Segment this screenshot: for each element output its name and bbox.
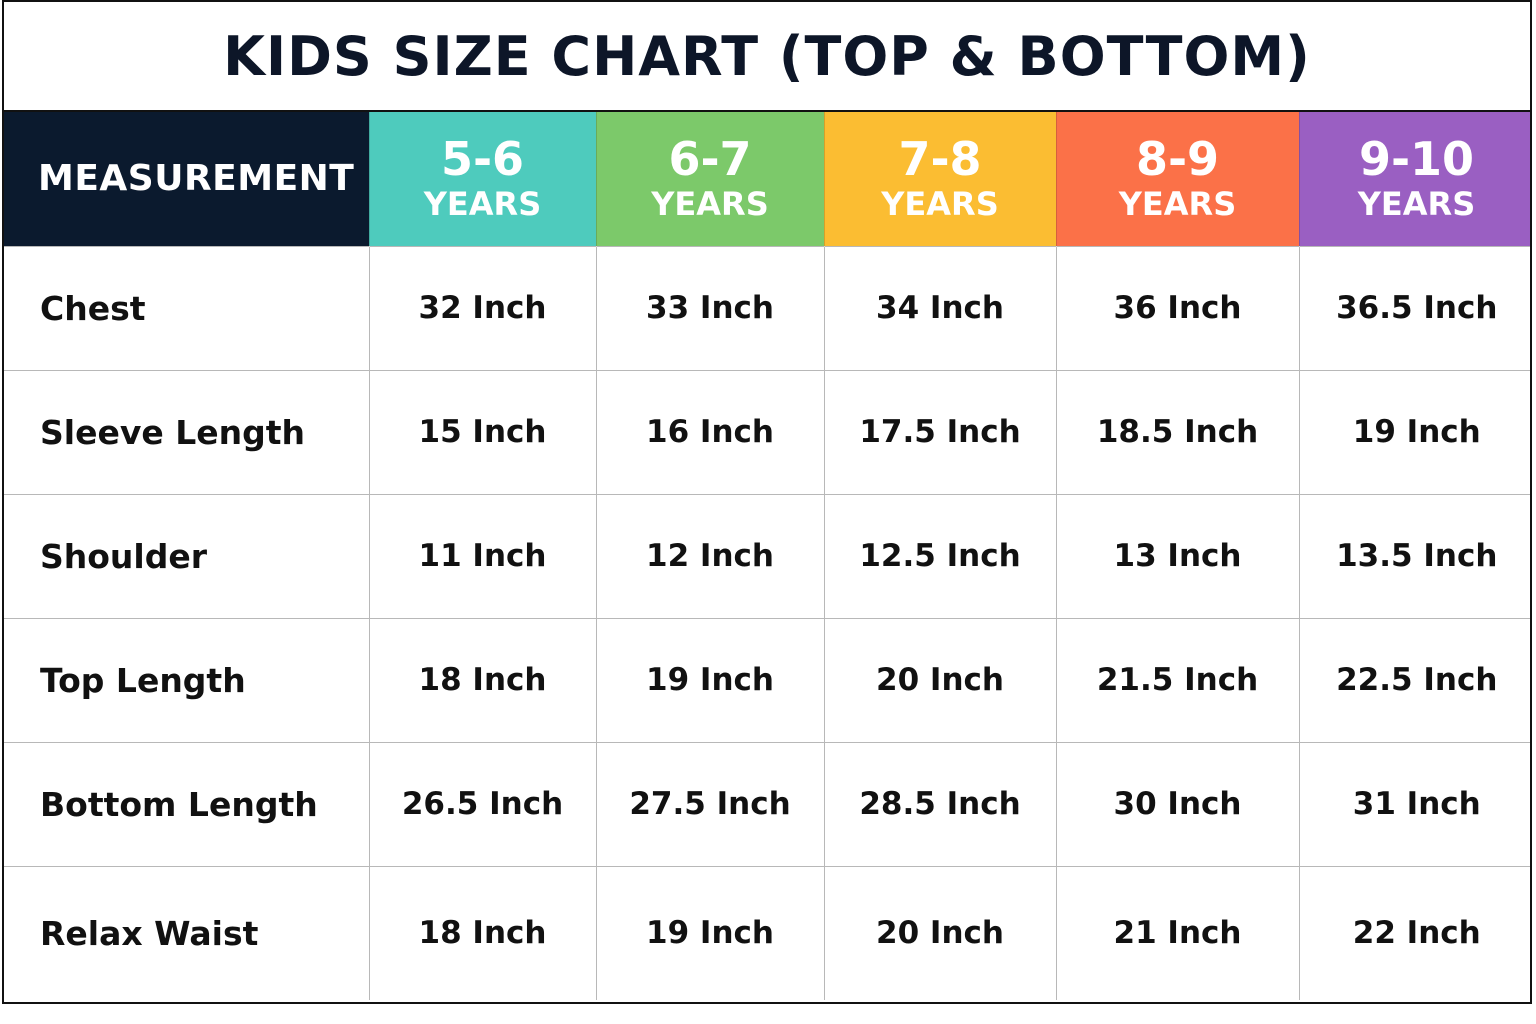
row-label: Relax Waist (4, 865, 370, 1000)
row-label: Sleeve Length (4, 369, 370, 495)
size-unit: YEARS (651, 184, 769, 223)
table-cell: 12 Inch (595, 493, 825, 619)
table-cell: 22 Inch (1298, 865, 1530, 1000)
size-range: 9-10 (1358, 131, 1475, 186)
table-cell: 20 Inch (823, 617, 1057, 743)
size-unit: YEARS (881, 184, 999, 223)
table-cell: 28.5 Inch (823, 741, 1057, 867)
table-cell: 30 Inch (1055, 741, 1300, 867)
size-table: MEASUREMENT 5-6 YEARS 6-7 YEARS 7-8 YEAR… (4, 112, 1530, 1000)
table-cell: 18 Inch (368, 617, 597, 743)
table-row-top-length: Top Length 18 Inch 19 Inch 20 Inch 21.5 … (4, 617, 1530, 743)
table-cell: 19 Inch (595, 865, 825, 1000)
table-cell: 36 Inch (1055, 245, 1300, 371)
header-size-5-6: 5-6 YEARS (369, 112, 597, 246)
row-label: Bottom Length (4, 741, 370, 867)
table-cell: 15 Inch (368, 369, 597, 495)
table-cell: 22.5 Inch (1298, 617, 1530, 743)
table-cell: 19 Inch (1298, 369, 1530, 495)
table-cell: 19 Inch (595, 617, 825, 743)
size-unit: YEARS (423, 184, 542, 223)
header-size-9-10: 9-10 YEARS (1299, 112, 1530, 246)
table-cell: 13.5 Inch (1298, 493, 1530, 619)
table-row-shoulder: Shoulder 11 Inch 12 Inch 12.5 Inch 13 In… (4, 493, 1530, 619)
size-range: 7-8 (898, 131, 982, 186)
table-cell: 32 Inch (368, 245, 597, 371)
size-range: 6-7 (668, 131, 752, 186)
table-row-chest: Chest 32 Inch 33 Inch 34 Inch 36 Inch 36… (4, 245, 1530, 371)
table-row-sleeve-length: Sleeve Length 15 Inch 16 Inch 17.5 Inch … (4, 369, 1530, 495)
row-label: Shoulder (4, 493, 370, 619)
row-label: Top Length (4, 617, 370, 743)
size-range: 5-6 (440, 131, 525, 186)
table-cell: 33 Inch (595, 245, 825, 371)
table-row-bottom-length: Bottom Length 26.5 Inch 27.5 Inch 28.5 I… (4, 741, 1530, 867)
table-cell: 34 Inch (823, 245, 1057, 371)
header-size-7-8: 7-8 YEARS (824, 112, 1057, 246)
table-cell: 36.5 Inch (1298, 245, 1530, 371)
header-size-6-7: 6-7 YEARS (596, 112, 825, 246)
header-measurement: MEASUREMENT (4, 112, 370, 246)
table-cell: 21 Inch (1055, 865, 1300, 1000)
table-cell: 18.5 Inch (1055, 369, 1300, 495)
table-cell: 31 Inch (1298, 741, 1530, 867)
table-cell: 18 Inch (368, 865, 597, 1000)
table-cell: 12.5 Inch (823, 493, 1057, 619)
size-unit: YEARS (1118, 184, 1237, 223)
table-cell: 11 Inch (368, 493, 597, 619)
row-label: Chest (4, 245, 370, 371)
table-cell: 20 Inch (823, 865, 1057, 1000)
table-cell: 16 Inch (595, 369, 825, 495)
header-size-8-9: 8-9 YEARS (1056, 112, 1300, 246)
size-chart: KIDS SIZE CHART (TOP & BOTTOM) MEASUREME… (2, 0, 1532, 1004)
table-cell: 27.5 Inch (595, 741, 825, 867)
size-range: 8-9 (1135, 131, 1220, 186)
table-cell: 17.5 Inch (823, 369, 1057, 495)
table-cell: 26.5 Inch (368, 741, 597, 867)
table-cell: 13 Inch (1055, 493, 1300, 619)
table-cell: 21.5 Inch (1055, 617, 1300, 743)
page-title: KIDS SIZE CHART (TOP & BOTTOM) (4, 2, 1530, 112)
table-header-row: MEASUREMENT 5-6 YEARS 6-7 YEARS 7-8 YEAR… (4, 112, 1530, 246)
table-row-relax-waist: Relax Waist 18 Inch 19 Inch 20 Inch 21 I… (4, 865, 1530, 1000)
size-unit: YEARS (1357, 184, 1476, 223)
